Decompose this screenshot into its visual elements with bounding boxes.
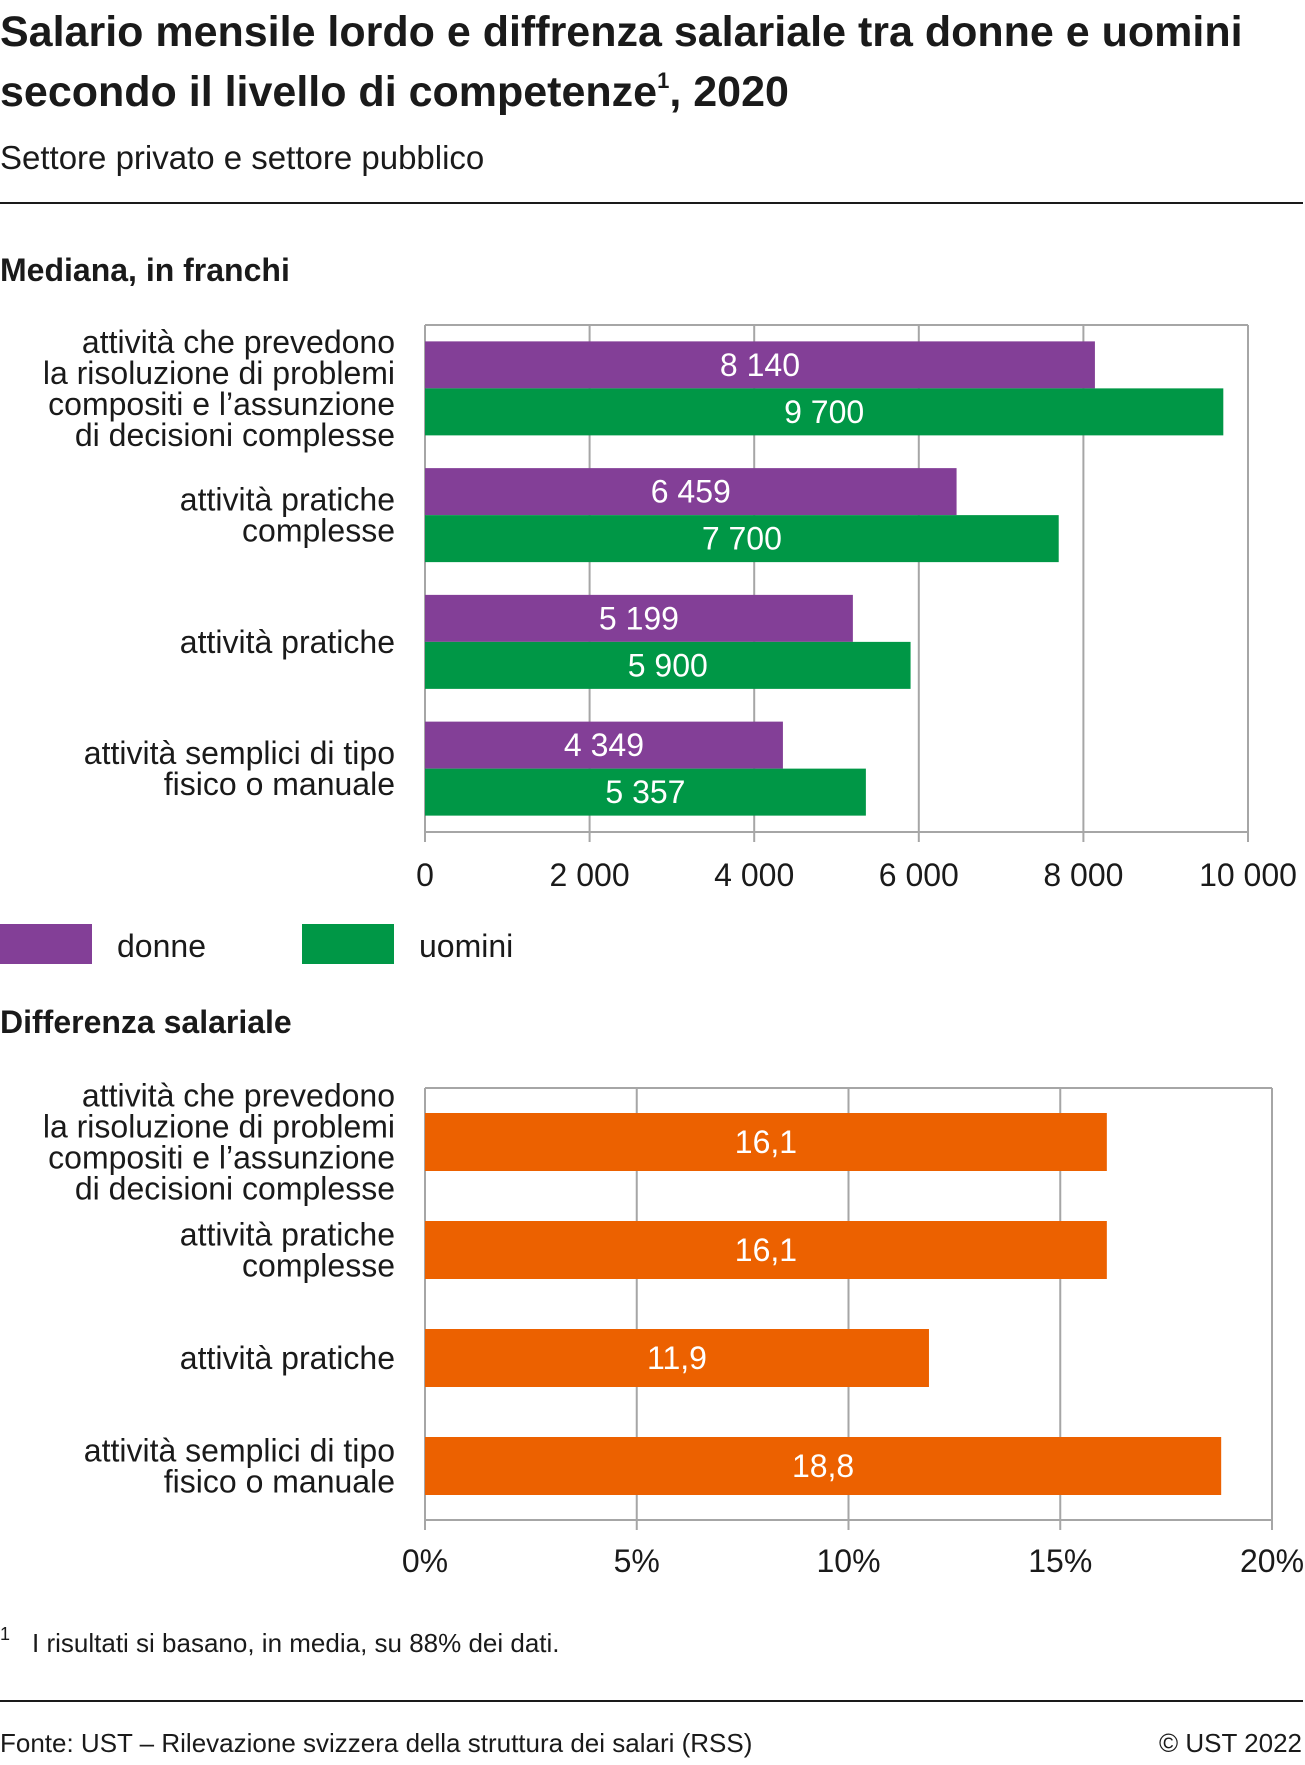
data-label-donne-0: 8 140 [720,347,800,383]
footnote-text: I risultati si basano, in media, su 88% … [32,1628,560,1658]
data-label-uomini-1: 7 700 [702,521,782,557]
copyright-note: © UST 2022 [1159,1728,1302,1758]
data-label-uomini-2: 5 900 [628,647,708,683]
legend-swatch-donne [0,924,92,964]
bar-uomini-1 [425,515,1059,563]
title-text: Salario mensile lordo e diffrenza salari… [0,8,1243,116]
data-label-value-1: 16,1 [735,1232,797,1268]
category-label-3: attività semplici di tipo fisico o manual… [84,1433,395,1500]
x-tick-label-3: 15% [1028,1543,1092,1579]
top-divider [0,202,1303,204]
x-tick-label-3: 6 000 [879,857,959,893]
bar-value-0 [425,1113,1107,1171]
chart-title: Salario mensile lordo e diffrenza salari… [0,2,1250,122]
data-label-donne-2: 5 199 [599,600,679,636]
bar-value-3 [425,1437,1222,1495]
x-tick-label-1: 2 000 [550,857,630,893]
legend-swatch-uomini [302,924,394,964]
difference-section-title: Differenza salariale [0,1004,292,1040]
data-label-donne-3: 4 349 [564,727,644,763]
title-year: , 2020 [669,68,789,116]
x-tick-label-5: 10 000 [1199,857,1297,893]
difference-bar-chart: 0% 5% 10% 15% 20% attività che prevedono la ri… [43,1078,1304,1580]
bar-uomini-0 [425,388,1224,436]
x-tick-label-2: 4 000 [714,857,794,893]
bar-donne-0 [425,341,1095,389]
data-label-value-0: 16,1 [735,1124,797,1160]
source-note: Fonte: UST – Rilevazione svizzera della … [0,1728,753,1758]
title-footnote-mark: 1 [657,68,670,93]
category-label-1: attività pratiche complesse [180,482,395,549]
category-label-0: attività che prevedono la risoluzione di … [43,1078,395,1207]
category-label-2: attività pratiche [180,1340,395,1376]
bar-value-1 [425,1221,1107,1279]
x-tick-label-1: 5% [614,1543,660,1579]
x-tick-label-4: 8 000 [1043,857,1123,893]
chart-subtitle: Settore privato e settore pubblico [0,139,485,176]
category-label-0: attività che prevedono la risoluzione di … [43,324,395,453]
legend-label-donne: donne [117,928,206,964]
x-tick-label-0: 0% [402,1543,448,1579]
bar-uomini-3 [425,768,866,816]
x-tick-label-4: 20% [1240,1543,1304,1579]
median-section-title: Mediana, in franchi [0,252,290,288]
bar-value-2 [425,1329,929,1387]
footnote-mark: 1 [0,1624,11,1644]
category-label-3: attività semplici di tipo fisico o manual… [84,735,395,802]
category-label-1: attività pratiche complesse [180,1217,395,1284]
legend-label-uomini: uomini [419,928,514,964]
bar-uomini-2 [425,641,911,689]
bar-donne-3 [425,721,783,769]
data-label-uomini-3: 5 357 [605,774,685,810]
category-label-2: attività pratiche [180,624,395,660]
median-bar-chart: 0 2 000 4 000 6 000 8 000 10 000 attività che … [43,324,1297,893]
data-label-value-3: 18,8 [792,1448,854,1484]
x-tick-label-0: 0 [416,857,434,893]
data-label-value-2: 11,9 [647,1340,707,1376]
footnote: 1 I risultati si basano, in media, su 88%… [0,1616,560,1661]
bottom-divider [0,1700,1303,1702]
data-label-donne-1: 6 459 [651,474,731,510]
x-tick-label-2: 10% [816,1543,880,1579]
bar-donne-2 [425,594,853,642]
bar-donne-1 [425,468,957,516]
data-label-uomini-0: 9 700 [784,394,864,430]
